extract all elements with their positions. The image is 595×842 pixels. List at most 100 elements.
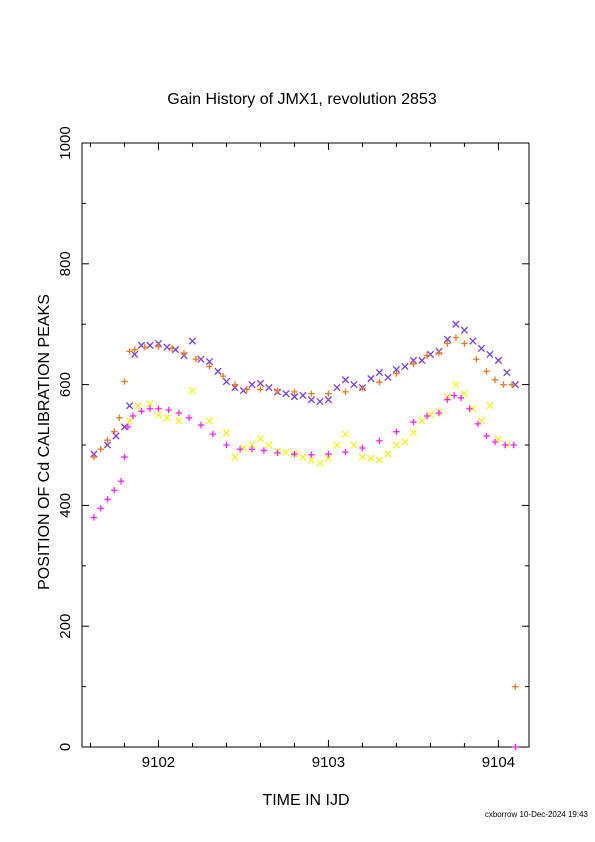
- data-point: [401, 438, 409, 446]
- data-point: [423, 412, 431, 420]
- y-tick-label: 800: [57, 251, 74, 276]
- data-point: [392, 365, 401, 374]
- data-point: [418, 417, 426, 425]
- data-point: [384, 373, 392, 382]
- data-point: [111, 428, 118, 435]
- data-point: [155, 405, 162, 412]
- y-axis-label: POSITION OF Cd CALIBRATION PEAKS: [36, 294, 53, 590]
- data-point: [171, 345, 180, 354]
- data-point: [146, 400, 154, 408]
- data-point: [473, 356, 480, 363]
- data-point: [511, 380, 520, 389]
- data-point: [342, 449, 349, 456]
- data-point: [125, 417, 134, 425]
- data-point: [197, 355, 205, 363]
- data-point: [248, 380, 256, 389]
- data-point: [491, 438, 499, 446]
- data-point: [418, 356, 426, 365]
- data-point: [409, 356, 418, 365]
- x-tick-label: 9102: [142, 754, 175, 771]
- data-point: [494, 435, 503, 443]
- data-point: [116, 414, 123, 422]
- data-point: [469, 405, 477, 413]
- data-point: [168, 345, 176, 352]
- y-tick-label: 1000: [57, 126, 74, 159]
- data-point: [341, 376, 350, 384]
- data-point: [219, 372, 227, 380]
- data-point: [257, 386, 264, 393]
- data-point: [188, 386, 197, 395]
- data-point: [206, 363, 213, 370]
- data-point: [125, 402, 134, 410]
- data-point: [375, 456, 384, 464]
- data-point: [401, 362, 409, 371]
- data-point: [222, 429, 231, 437]
- data-point: [282, 390, 290, 398]
- data-point: [393, 370, 400, 377]
- data-point: [197, 421, 205, 429]
- y-tick-label: 400: [57, 493, 74, 518]
- data-point: [444, 340, 451, 347]
- data-point: [359, 385, 366, 392]
- data-point: [435, 349, 443, 357]
- data-point: [165, 406, 172, 414]
- data-point: [299, 391, 307, 400]
- data-point: [134, 402, 142, 410]
- data-point: [205, 417, 214, 425]
- data-point: [393, 428, 400, 435]
- series-3: [90, 392, 519, 751]
- data-point: [512, 743, 519, 751]
- data-point: [248, 446, 256, 453]
- data-point: [117, 478, 125, 485]
- data-point: [90, 453, 98, 461]
- data-point: [466, 405, 473, 412]
- data-point: [146, 405, 154, 412]
- data-point: [423, 352, 431, 359]
- data-point: [265, 441, 273, 449]
- data-point: [342, 388, 349, 396]
- data-point: [392, 441, 401, 449]
- data-point: [308, 390, 315, 397]
- data-point: [239, 444, 248, 452]
- data-point: [500, 381, 507, 388]
- data-point: [503, 368, 511, 377]
- data-point: [457, 394, 465, 402]
- data-point: [291, 450, 298, 458]
- data-point: [452, 380, 460, 389]
- data-point: [510, 441, 517, 449]
- data-point: [452, 334, 460, 341]
- data-point: [324, 396, 333, 404]
- data-point: [341, 430, 350, 438]
- data-point: [111, 487, 118, 494]
- data-point: [104, 436, 111, 444]
- data-point: [444, 396, 451, 403]
- data-point: [451, 392, 458, 399]
- data-point: [104, 496, 111, 503]
- data-point: [409, 429, 418, 437]
- data-point: [308, 451, 315, 458]
- data-point: [299, 453, 307, 461]
- data-point: [222, 377, 231, 386]
- data-point: [316, 459, 324, 467]
- data-point: [376, 437, 383, 444]
- data-point: [180, 349, 188, 357]
- data-point: [486, 402, 494, 410]
- data-point: [205, 357, 214, 366]
- data-point: [126, 348, 133, 355]
- data-point: [243, 386, 251, 393]
- data-point: [350, 441, 358, 449]
- data-point: [324, 454, 333, 462]
- data-point: [483, 368, 490, 375]
- data-point: [248, 441, 256, 449]
- plot-frame: [81, 142, 530, 748]
- data-point: [426, 411, 435, 419]
- data-point: [460, 326, 469, 334]
- data-point: [376, 378, 383, 386]
- data-point: [175, 409, 183, 417]
- data-point: [239, 386, 248, 395]
- data-point: [282, 448, 290, 456]
- data-point: [460, 390, 469, 398]
- data-point: [443, 335, 452, 343]
- data-point: [316, 397, 324, 406]
